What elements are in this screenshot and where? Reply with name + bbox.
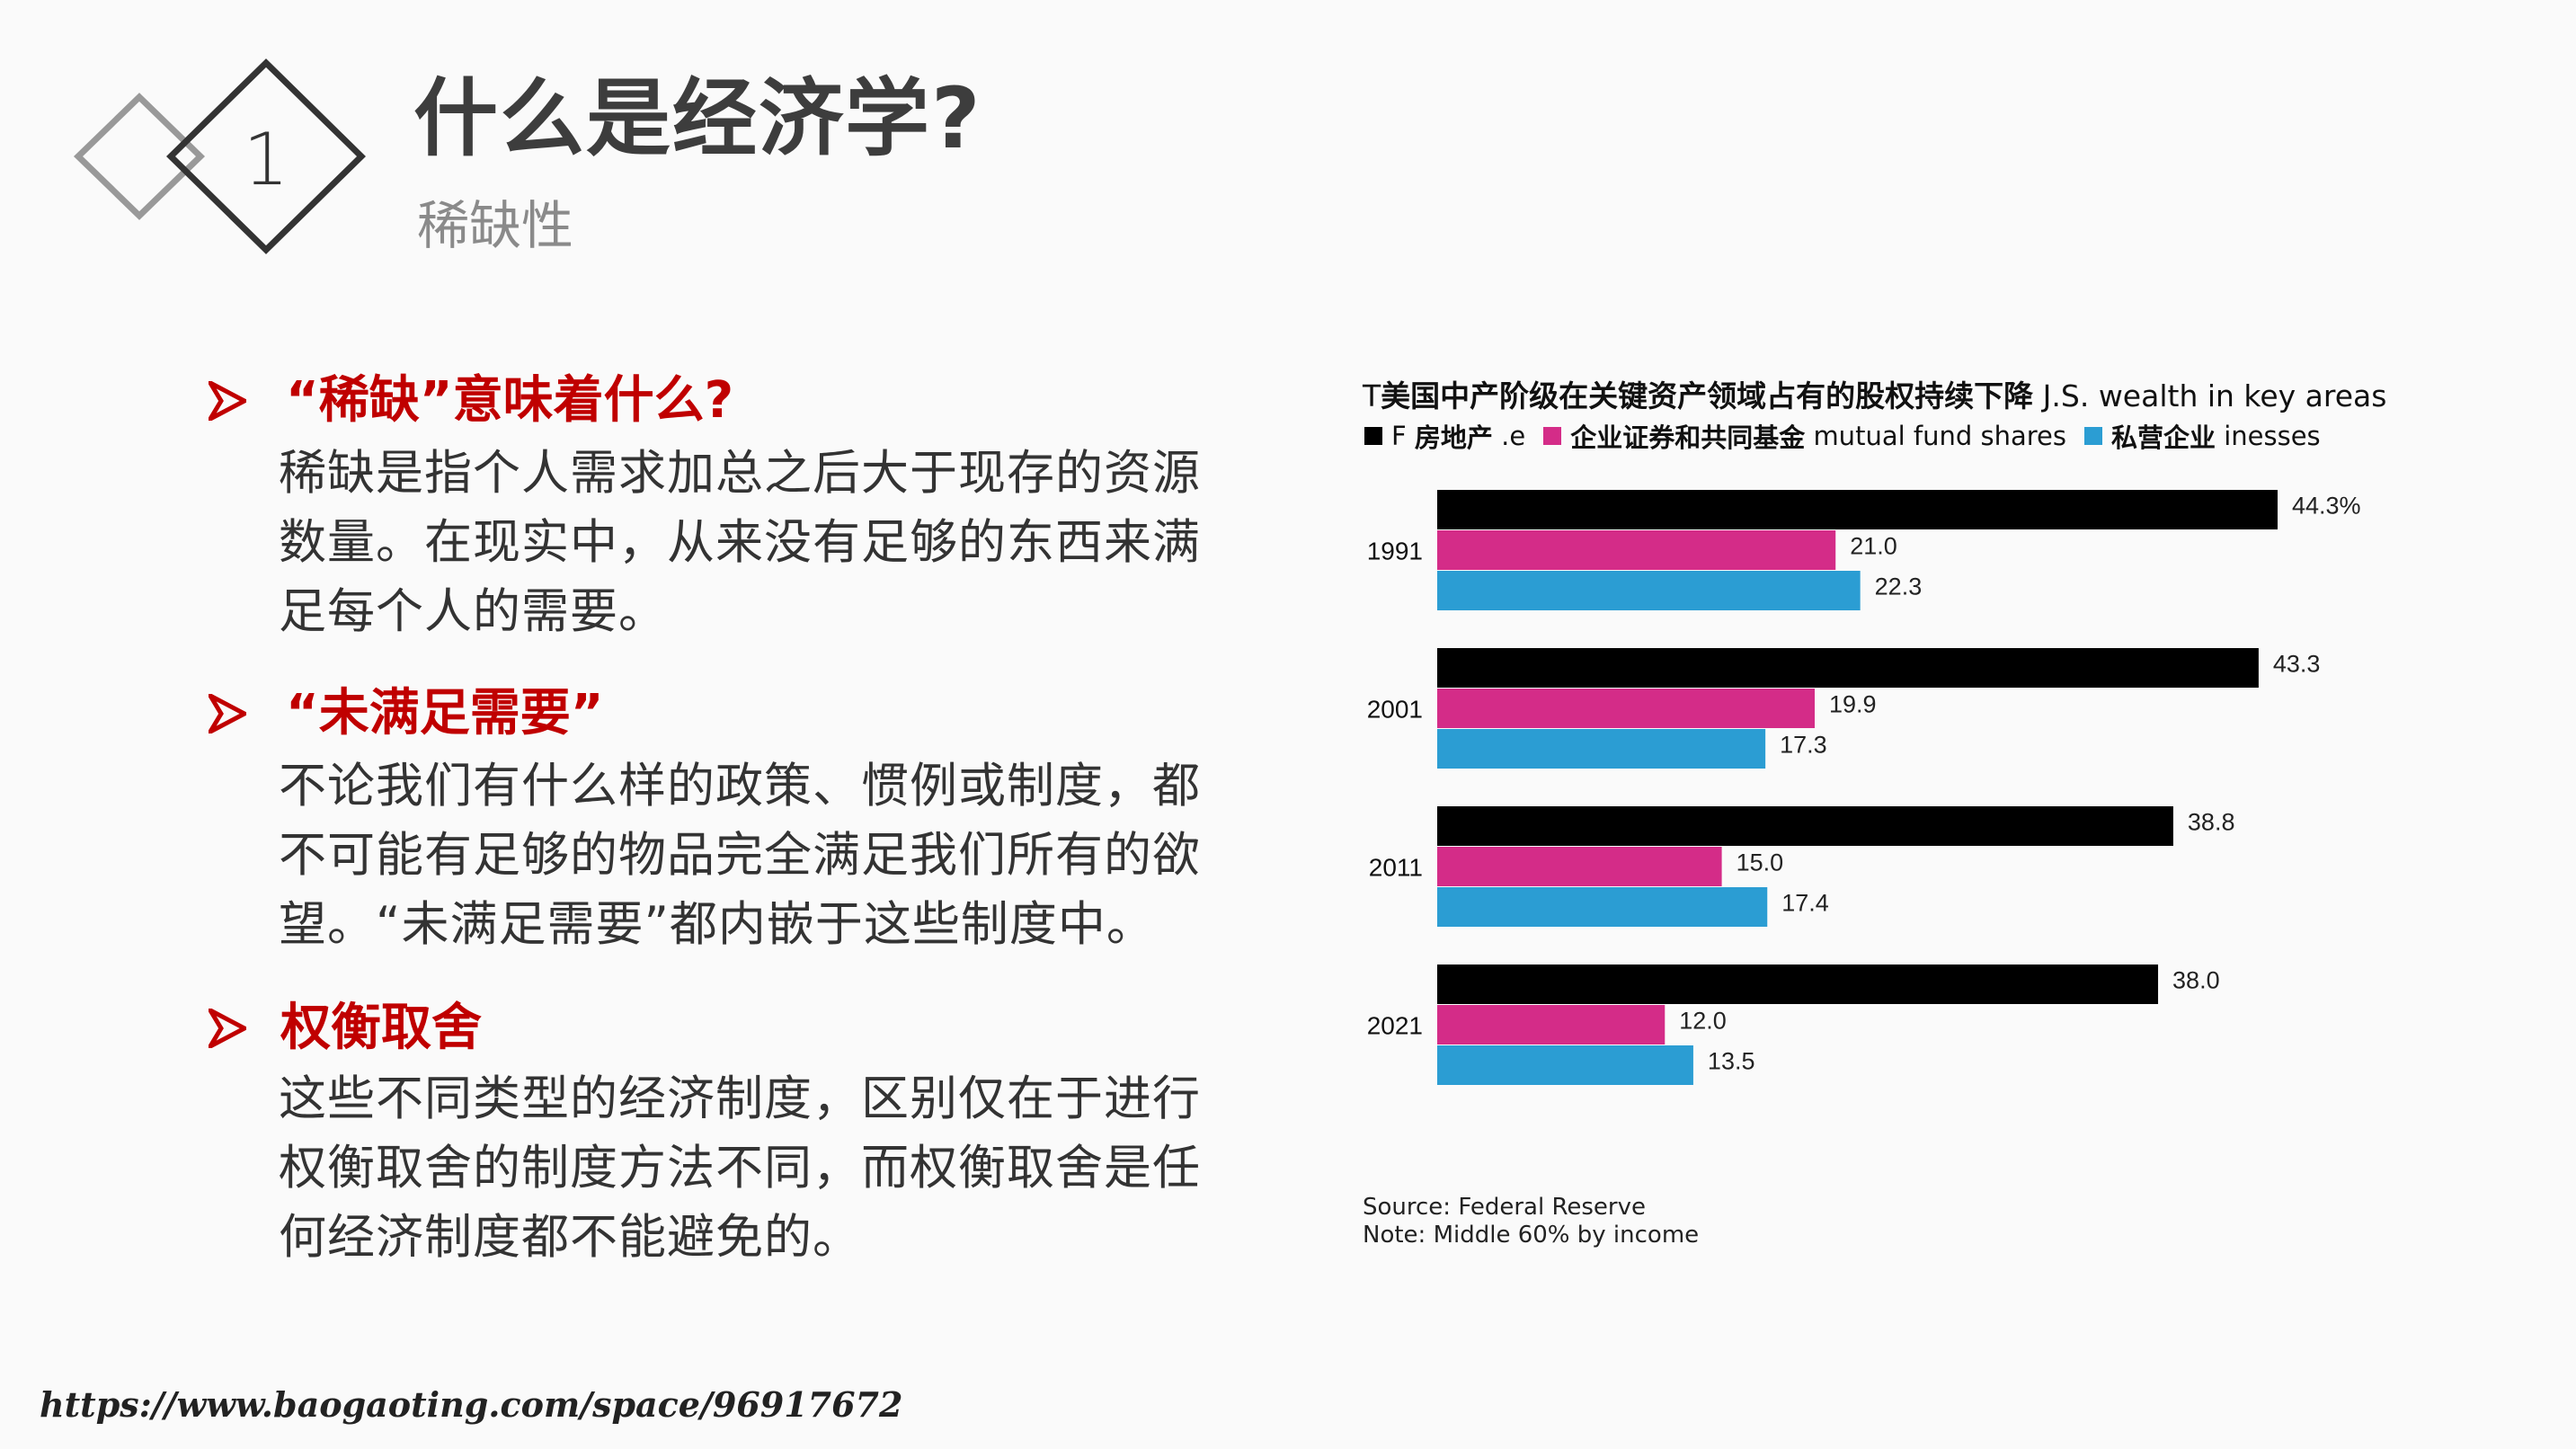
page-title: 什么是经济学?: [413, 70, 982, 168]
data-label: 38.8: [2188, 809, 2235, 836]
section-heading-text: “未满足需要”: [286, 684, 604, 742]
data-label: 17.4: [1781, 890, 1829, 917]
section-body-scarcity: 稀缺是指个人需求加总之后大于现存的资源 数量。在现实中，从来没有足够的东西来满 …: [279, 439, 1201, 646]
legend-item-real-estate: F 房地产 .e: [1364, 417, 1525, 455]
page-subtitle: 稀缺性: [417, 195, 574, 256]
legend-item-securities: 企业证券和共同基金 mutual fund shares: [1543, 417, 2066, 455]
category-label: 2021: [1367, 1012, 1423, 1040]
chart-title: T美国中产阶级在关键资产领域占有的股权持续下降 J.S. wealth in k…: [1363, 372, 2386, 415]
bar: [1437, 729, 1766, 769]
bar: [1437, 490, 2278, 529]
legend-label-en: inesses: [2224, 421, 2321, 451]
data-label: 38.0: [2172, 967, 2220, 994]
legend-label-en: mutual fund shares: [1813, 421, 2066, 451]
data-label: 44.3%: [2292, 493, 2361, 520]
section-number-badge: 1: [73, 58, 366, 254]
data-label: 12.0: [1679, 1008, 1727, 1035]
chart-legend: F 房地产 .e 企业证券和共同基金 mutual fund shares 私营…: [1364, 417, 2339, 455]
section-heading-scarcity: “稀缺”意味着什么?: [209, 376, 733, 426]
legend-label-cn: 私营企业: [2110, 422, 2216, 453]
bar: [1437, 1005, 1666, 1045]
bar: [1437, 689, 1816, 728]
legend-swatch: [1543, 427, 1562, 445]
body-line: 足每个人的需要。: [279, 584, 667, 639]
data-label: 21.0: [1850, 533, 1897, 560]
bar: [1437, 648, 2259, 688]
body-line: 稀缺是指个人需求加总之后大于现存的资源: [279, 446, 1201, 501]
body-line: 这些不同类型的经济制度，区别仅在于进行: [279, 1071, 1201, 1126]
legend-label-cn: 企业证券和共同基金: [1570, 422, 1806, 453]
data-label: 19.9: [1829, 691, 1877, 718]
legend-prefix: F: [1391, 421, 1407, 451]
bar: [1437, 965, 2159, 1004]
chart-title-cn: 美国中产阶级在关键资产领域占有的股权持续下降: [1381, 378, 2034, 413]
bar: [1437, 806, 2173, 846]
data-label: 15.0: [1737, 849, 1784, 876]
bar: [1437, 1045, 1693, 1085]
legend-item-private-business: 私营企业 inesses: [2083, 417, 2321, 455]
bar: [1437, 887, 1768, 927]
section-heading-text: “稀缺”意味着什么?: [286, 371, 734, 430]
legend-swatch: [1364, 427, 1382, 445]
chart-note: Note: Middle 60% by income: [1363, 1222, 1700, 1249]
data-label: 13.5: [1708, 1048, 1755, 1075]
bar: [1437, 847, 1722, 886]
category-label: 2011: [1369, 854, 1423, 882]
large-diamond-icon: [166, 58, 366, 254]
body-line: 不论我们有什么样的政策、惯例或制度，都: [279, 759, 1201, 813]
section-body-unmet-needs: 不论我们有什么样的政策、惯例或制度，都 不可能有足够的物品完全满足我们所有的欲 …: [279, 751, 1201, 959]
body-line: 权衡取舍的制度方法不同，而权衡取舍是任: [279, 1141, 1201, 1196]
chart-title-en: J.S. wealth in key areas: [2042, 378, 2387, 413]
section-heading-tradeoffs: 权衡取舍: [209, 1003, 482, 1053]
legend-swatch: [2083, 427, 2102, 445]
data-label: 43.3: [2273, 651, 2321, 678]
bar: [1437, 530, 1836, 570]
body-line: 何经济制度都不能避免的。: [279, 1210, 861, 1265]
footer-url[interactable]: https://www.baogaoting.com/space/9691767…: [40, 1384, 903, 1425]
small-diamond-icon: [73, 93, 206, 220]
body-line: 不可能有足够的物品完全满足我们所有的欲: [279, 828, 1201, 883]
legend-label-en: .e: [1501, 421, 1526, 451]
body-line: 望。“未满足需要”都内嵌于这些制度中。: [279, 897, 1155, 952]
legend-label-cn: 房地产: [1414, 422, 1493, 453]
category-label: 2001: [1367, 696, 1423, 724]
data-label: 22.3: [1875, 573, 1923, 600]
section-heading-unmet-needs: “未满足需要”: [209, 689, 604, 739]
arrow-bullet-icon: [209, 694, 246, 733]
chart-source: Source: Federal Reserve: [1363, 1194, 1646, 1221]
category-label: 1991: [1367, 538, 1423, 565]
chart-title-prefix: T: [1363, 378, 1381, 413]
body-line: 数量。在现实中，从来没有足够的东西来满: [279, 515, 1201, 570]
arrow-bullet-icon: [209, 1009, 246, 1048]
data-label: 17.3: [1780, 732, 1827, 759]
arrow-bullet-icon: [209, 381, 246, 421]
section-number: 1: [244, 118, 289, 201]
section-body-tradeoffs: 这些不同类型的经济制度，区别仅在于进行 权衡取舍的制度方法不同，而权衡取舍是任 …: [279, 1064, 1201, 1272]
bar: [1437, 571, 1861, 610]
section-heading-text: 权衡取舍: [280, 999, 482, 1057]
